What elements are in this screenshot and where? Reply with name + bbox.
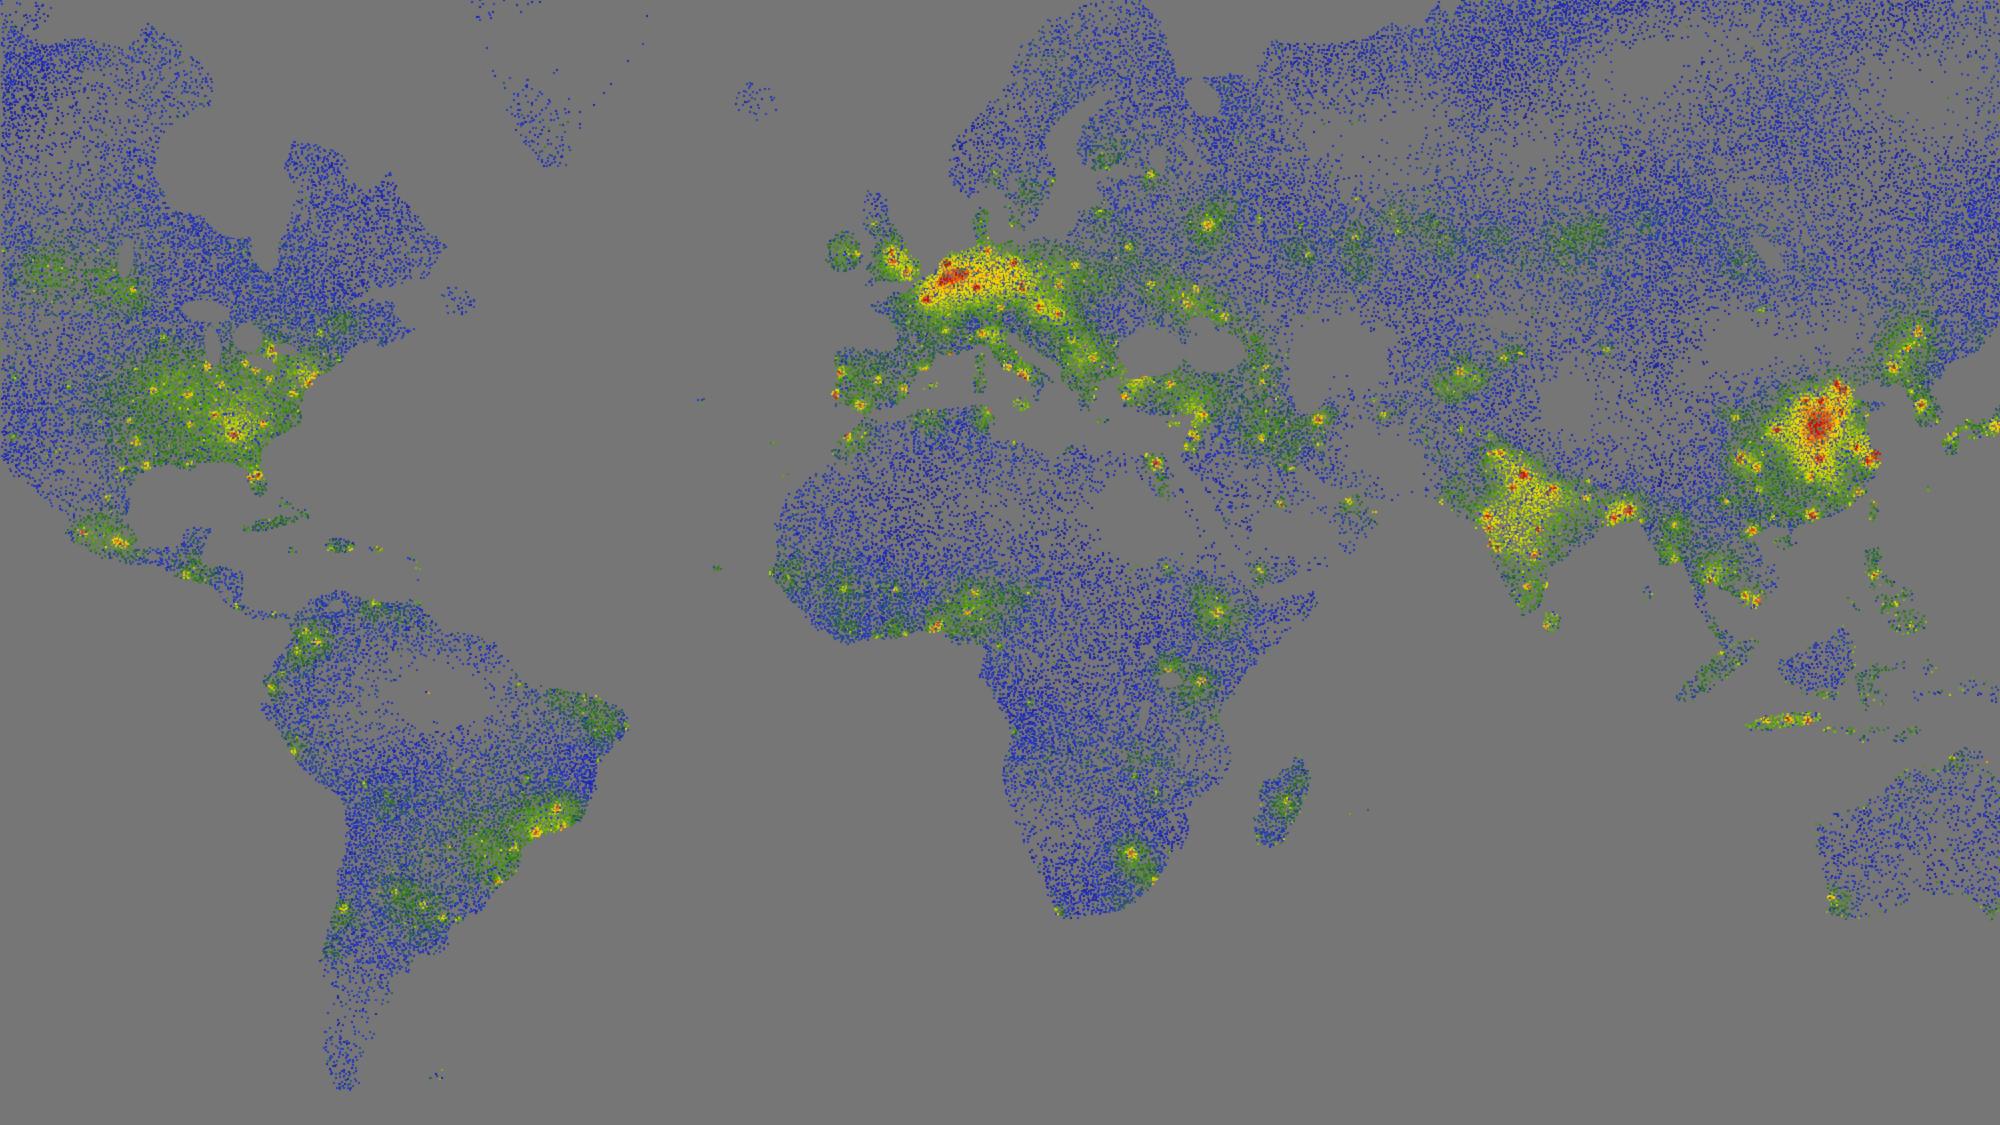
- world-heatmap-canvas: [0, 0, 2000, 1125]
- map-root: [0, 0, 2000, 1125]
